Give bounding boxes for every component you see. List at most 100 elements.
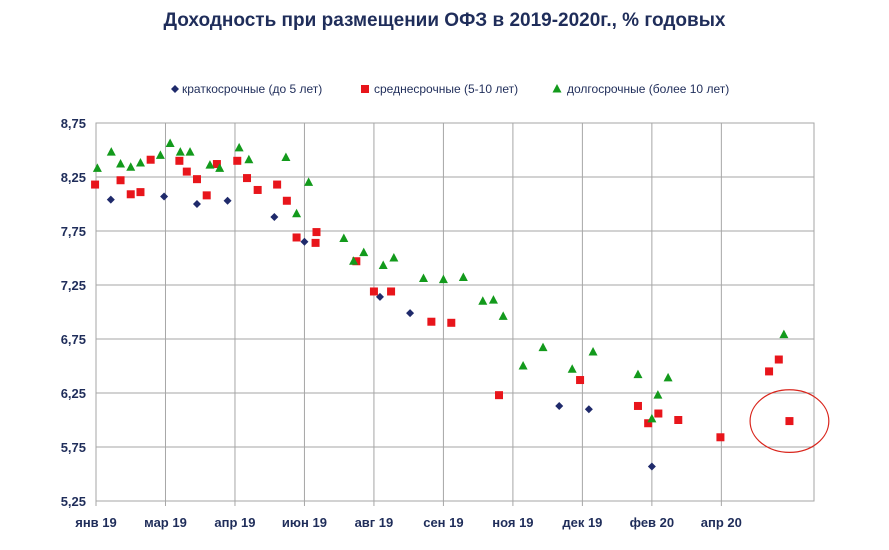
data-point-triangle [653, 390, 663, 399]
data-point-square [644, 419, 653, 428]
data-point-triangle [244, 154, 254, 164]
data-point-triangle [389, 253, 399, 262]
data-point-square [785, 417, 794, 426]
data-point-diamond [270, 212, 279, 221]
x-tick-label: ноя 19 [492, 515, 533, 530]
x-tick-label: апр 19 [214, 515, 255, 530]
data-point-square [352, 257, 361, 266]
data-point-triangle [378, 260, 388, 270]
data-point-square [311, 238, 320, 247]
data-point-triangle [339, 233, 349, 243]
grid-layer [95, 122, 815, 502]
legend-item-triangle: долгосрочные (более 10 лет) [552, 82, 729, 96]
data-point-square [282, 196, 291, 205]
data-point-square [427, 317, 436, 326]
legend-label: краткосрочные (до 5 лет) [182, 82, 322, 96]
y-tick-label: 7,75 [61, 224, 86, 239]
legend-item-square: среднесрочные (5-10 лет) [361, 82, 518, 96]
data-point-square [387, 287, 396, 296]
data-point-square [202, 191, 211, 200]
data-point-triangle [175, 147, 185, 156]
data-point-triangle [438, 274, 448, 284]
legend: краткосрочные (до 5 лет) среднесрочные (5… [171, 82, 729, 96]
data-point-diamond [106, 195, 115, 204]
data-point-triangle [205, 160, 215, 169]
data-point-square [495, 391, 504, 400]
data-point-triangle [478, 296, 488, 305]
data-point-triangle [234, 142, 244, 152]
data-point-diamond [555, 401, 564, 410]
data-point-diamond [160, 192, 169, 201]
data-point-square [654, 409, 663, 418]
data-point-square [182, 167, 191, 176]
data-point-triangle [779, 329, 789, 339]
data-point-square [369, 287, 378, 296]
x-tick-label: мар 19 [144, 515, 187, 530]
data-point-triangle [135, 157, 145, 167]
legend-label: долгосрочные (более 10 лет) [567, 82, 729, 96]
data-point-square [192, 175, 201, 184]
series-triangle [92, 138, 789, 423]
data-point-triangle [663, 372, 673, 382]
series-layer [91, 138, 794, 471]
x-tick-label: апр 20 [701, 515, 742, 530]
data-point-square [116, 176, 125, 185]
data-point-triangle [349, 256, 359, 265]
data-point-triangle [588, 346, 598, 356]
data-point-triangle [126, 162, 136, 171]
x-tick-label: июн 19 [282, 515, 327, 530]
data-point-square [175, 156, 184, 165]
data-point-square [716, 433, 725, 442]
data-point-square [765, 367, 774, 376]
x-tick-label: янв 19 [75, 515, 117, 530]
data-point-square [212, 160, 221, 169]
data-point-square [253, 185, 262, 194]
highlight-ellipse [749, 389, 830, 453]
data-point-triangle [518, 361, 528, 370]
data-point-square [126, 190, 135, 199]
data-point-diamond [300, 237, 309, 246]
legend-marker-diamond [171, 85, 179, 93]
legend-marker-triangle [552, 84, 562, 93]
data-point-diamond [406, 309, 415, 318]
data-point-square [633, 401, 642, 410]
data-point-square [774, 355, 783, 364]
y-tick-label: 5,75 [61, 440, 86, 455]
data-point-square [136, 188, 145, 197]
data-point-square [447, 318, 456, 327]
data-point-square [243, 174, 252, 183]
x-tick-label: дек 19 [562, 515, 602, 530]
data-point-diamond [192, 200, 201, 208]
data-point-diamond [584, 405, 593, 414]
data-point-square [312, 228, 321, 237]
data-point-square [292, 233, 301, 242]
y-tick-label: 8,75 [61, 116, 86, 131]
y-tick-label: 7,25 [61, 278, 86, 293]
data-point-triangle [304, 177, 314, 186]
data-point-triangle [498, 311, 508, 320]
x-tick-label: сен 19 [423, 515, 463, 530]
data-point-square [576, 376, 585, 385]
y-tick-label: 8,25 [61, 170, 86, 185]
y-tick-label: 6,25 [61, 386, 86, 401]
data-point-diamond [647, 462, 656, 471]
y-tick-label: 6,75 [61, 332, 86, 347]
data-point-square [233, 156, 242, 165]
data-point-triangle [458, 272, 468, 281]
data-point-triangle [538, 342, 548, 352]
data-point-triangle [155, 150, 165, 159]
data-point-triangle [633, 369, 643, 379]
legend-marker-square [361, 85, 369, 93]
data-point-triangle [359, 247, 369, 257]
data-point-triangle [165, 138, 175, 148]
x-tick-label: фев 20 [630, 515, 675, 530]
data-point-diamond [375, 292, 384, 301]
data-point-triangle [92, 163, 102, 172]
y-tick-label: 5,25 [61, 494, 86, 509]
data-point-triangle [106, 147, 116, 156]
series-square [91, 155, 794, 442]
annotation-layer [749, 389, 830, 453]
series-diamond [106, 192, 656, 471]
data-point-triangle [116, 159, 126, 168]
